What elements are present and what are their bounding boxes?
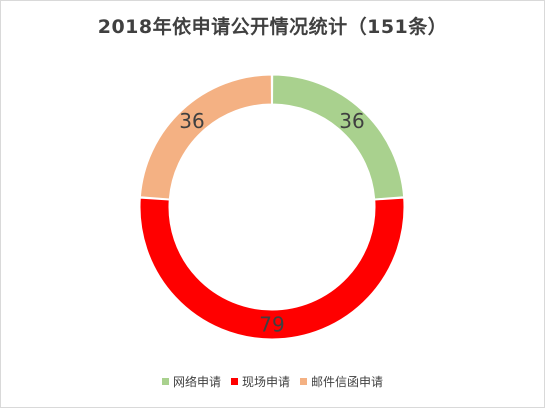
legend-item-online: 网络申请: [161, 373, 221, 390]
legend-swatch-mail: [300, 378, 307, 385]
legend-label-online: 网络申请: [172, 375, 221, 389]
legend-label-mail: 邮件信函申请: [311, 375, 384, 389]
chart-title: 2018年依申请公开情况统计（151条）: [97, 16, 448, 38]
data-label-mail: 36: [179, 109, 204, 133]
legend-item-onsite: 现场申请: [230, 373, 290, 390]
donut-slices: [139, 74, 405, 340]
legend-label-onsite: 现场申请: [241, 375, 290, 389]
data-label-online: 36: [339, 109, 364, 133]
donut-slice-onsite: [139, 197, 405, 340]
donut-slice-mail: [139, 74, 272, 200]
legend-swatch-online: [161, 378, 169, 385]
legend-swatch-onsite: [230, 378, 238, 385]
donut-data-labels: 36 79 36: [179, 109, 364, 337]
donut-slice-online: [272, 74, 405, 200]
legend-item-mail: 邮件信函申请: [300, 373, 383, 390]
chart-legend: 网络申请 现场申请 邮件信函申请: [0, 373, 545, 390]
data-label-onsite: 79: [259, 313, 284, 337]
